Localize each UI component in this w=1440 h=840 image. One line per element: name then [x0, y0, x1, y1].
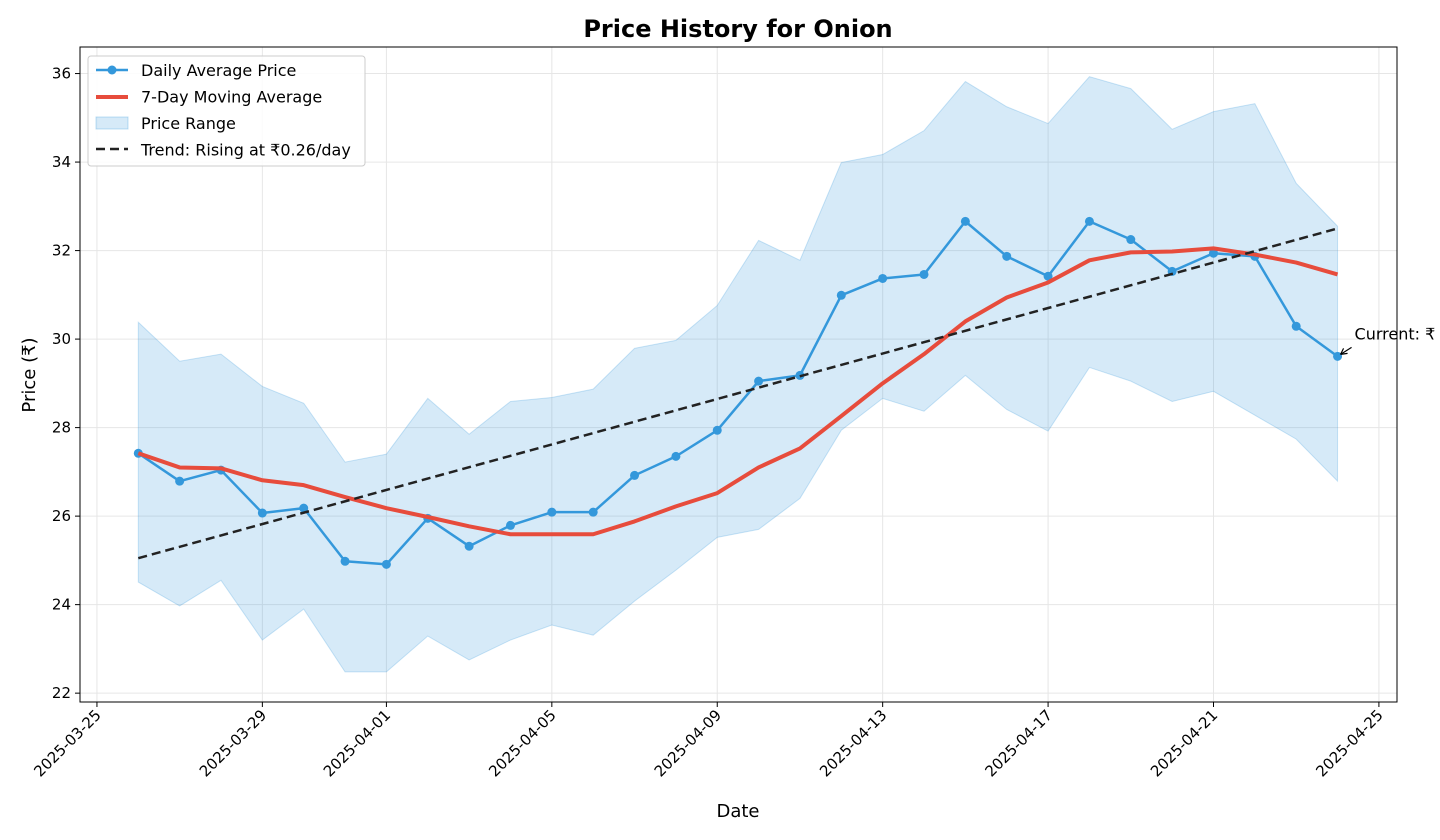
daily-point [1333, 351, 1343, 361]
daily-point [340, 556, 350, 566]
trend-line [137, 227, 1338, 560]
x-tick-label: 2025-04-05 [485, 706, 559, 780]
grid [80, 47, 1397, 702]
y-tick-label: 28 [52, 419, 71, 437]
daily-point [1084, 216, 1094, 226]
x-axis-label: Date [716, 801, 759, 822]
daily-point [671, 451, 681, 461]
annotation: Current: ₹ [1355, 324, 1436, 343]
daily-point [547, 507, 557, 517]
x-tick-label: 2025-04-01 [320, 706, 394, 780]
daily-line [137, 220, 1339, 566]
x-tick-label: 2025-04-17 [982, 706, 1056, 780]
legend-box [87, 55, 366, 167]
y-tick-label: 32 [52, 242, 71, 260]
daily-point [588, 507, 598, 517]
daily-point [754, 376, 764, 386]
legend: Daily Average Price 7-Day Moving Average P… [87, 55, 366, 167]
annotation-arrow [1340, 346, 1352, 355]
x-tick-label: 2025-04-09 [651, 706, 725, 780]
daily-point [630, 470, 640, 480]
daily-point [381, 559, 391, 569]
daily-point [1208, 248, 1218, 258]
legend-swatch [95, 116, 129, 130]
x-tick-label: 2025-03-25 [30, 706, 104, 780]
price-range [137, 76, 1339, 673]
daily-point [1291, 321, 1301, 331]
x-tick-label: 2025-04-21 [1147, 706, 1221, 780]
daily-point [836, 290, 846, 300]
y-tick-label: 34 [52, 153, 71, 171]
plot [133, 76, 1343, 673]
moving-average-line [137, 246, 1339, 537]
x-tick-label: 2025-04-25 [1312, 706, 1386, 780]
daily-point [919, 269, 929, 279]
daily-point [878, 273, 888, 283]
legend-label: Price Range [141, 114, 236, 133]
daily-point [257, 508, 267, 518]
daily-point [464, 541, 474, 551]
daily-point [505, 520, 515, 530]
y-tick-label: 36 [52, 65, 71, 83]
legend-swatch [107, 65, 117, 75]
y-tick-label: 24 [52, 596, 71, 614]
x-tick-label: 2025-03-29 [196, 706, 270, 780]
daily-point [299, 503, 309, 513]
daily-point [175, 476, 185, 486]
legend-label: Daily Average Price [141, 61, 296, 80]
legend-label: Trend: Rising at ₹0.26/day [140, 141, 351, 160]
x-tick-label: 2025-04-13 [816, 706, 890, 780]
annotation-arrowhead [1340, 348, 1348, 355]
y-tick-label: 22 [52, 684, 71, 702]
y-axis-label: Price (₹) [19, 337, 40, 412]
daily-point [1126, 235, 1136, 245]
axes-frame [79, 46, 1398, 703]
y-tick-label: 26 [52, 507, 71, 525]
daily-point [1002, 251, 1012, 261]
daily-point [1043, 271, 1053, 281]
chart-title: Price History for Onion [583, 15, 892, 43]
daily-point [712, 425, 722, 435]
daily-point [960, 216, 970, 226]
legend-label: 7-Day Moving Average [141, 88, 322, 107]
y-tick-label: 30 [52, 330, 71, 348]
